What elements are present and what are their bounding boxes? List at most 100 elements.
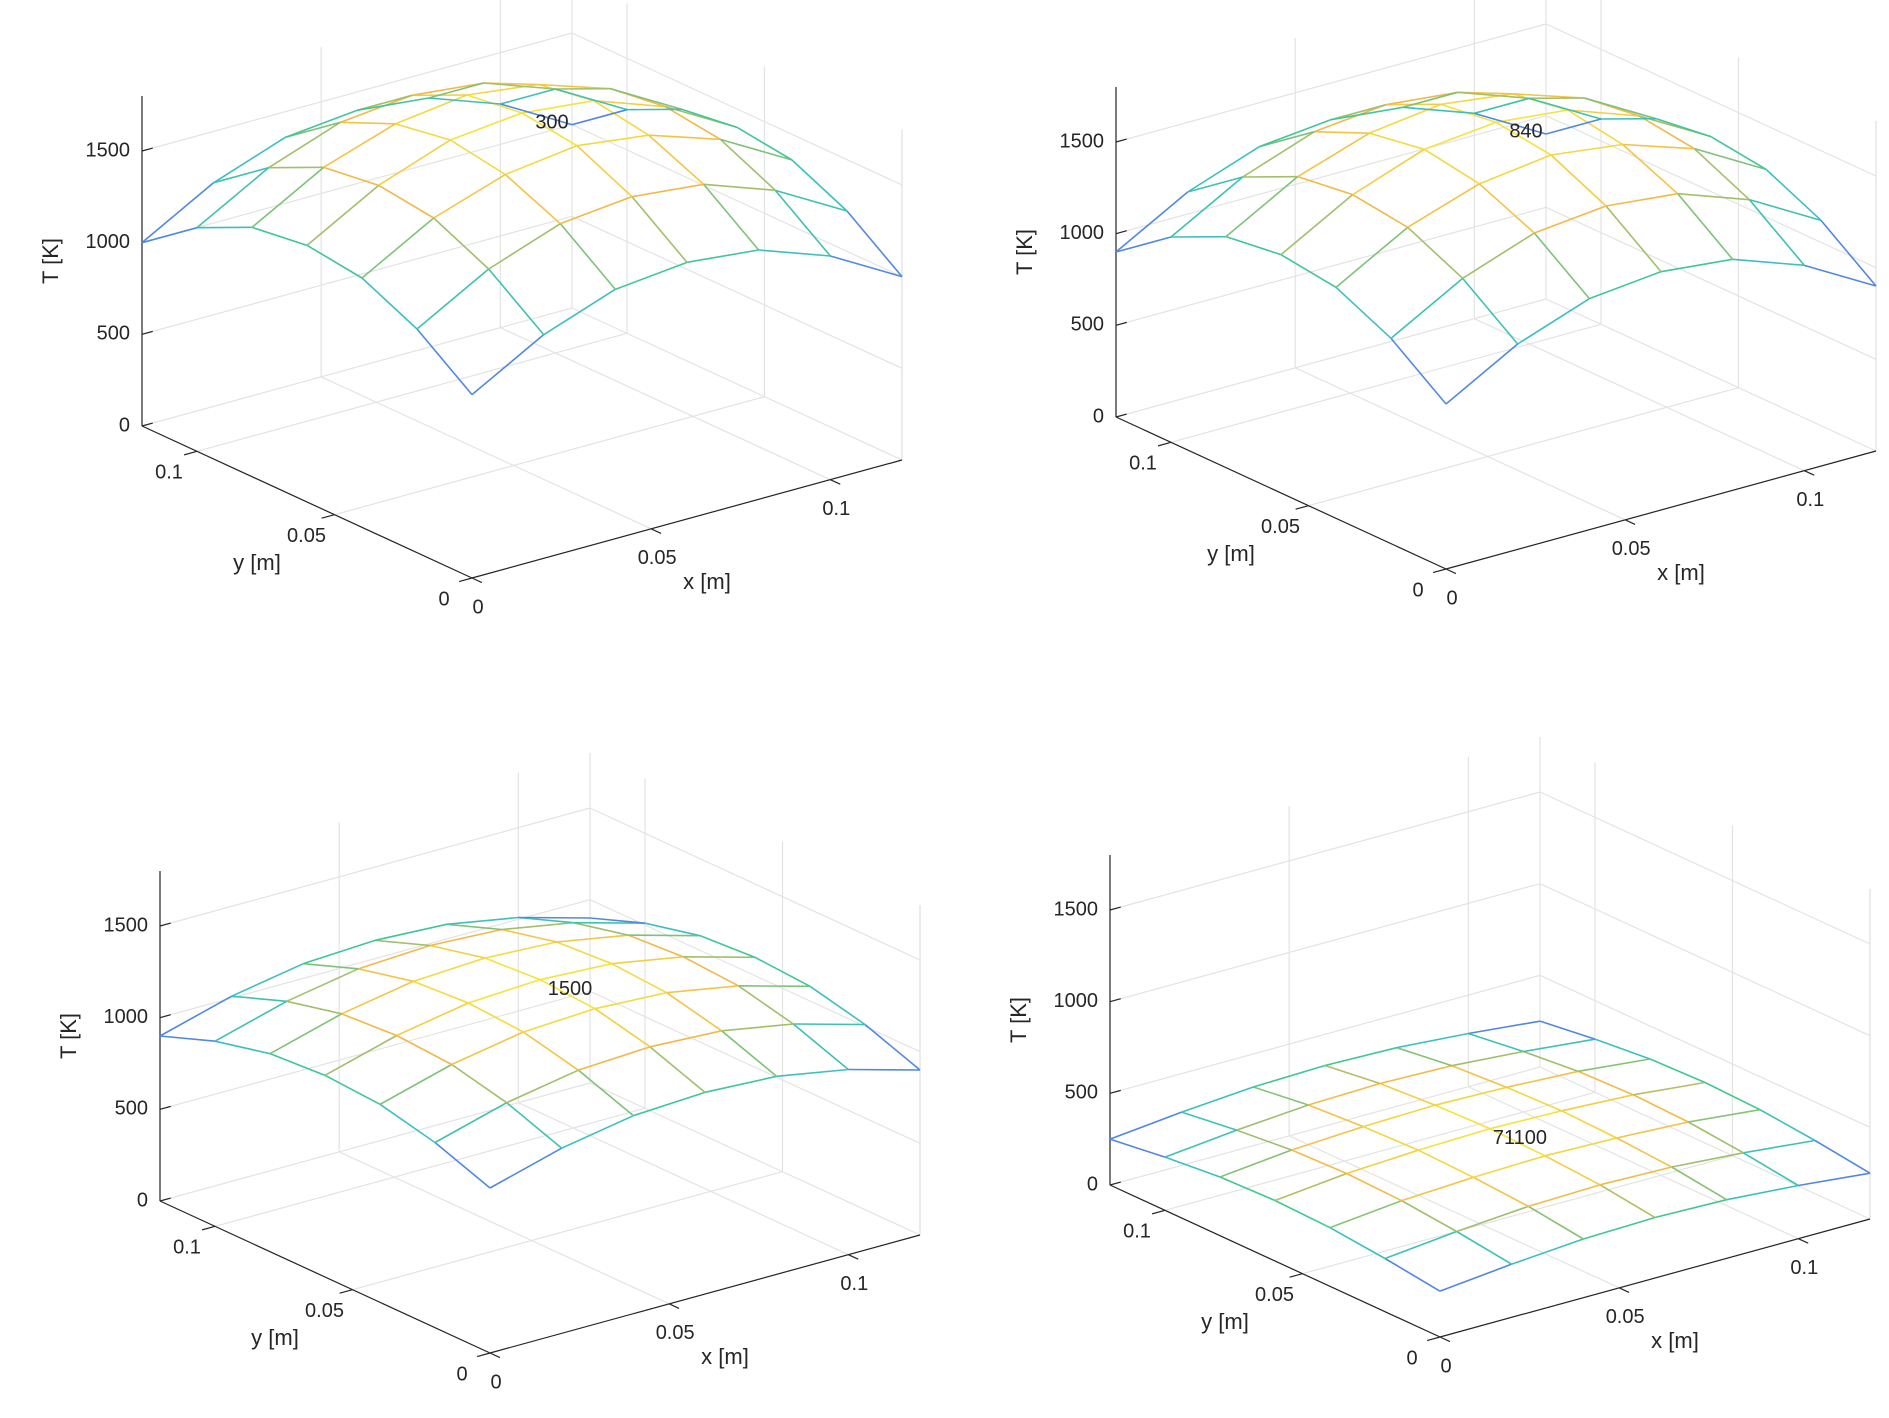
x-tick (1619, 1288, 1629, 1293)
grid-line (353, 1172, 783, 1290)
z-tick-label: 500 (1065, 1082, 1098, 1104)
x-tick-label: 0 (490, 1371, 501, 1393)
mesh-edge (738, 986, 793, 1024)
mesh-edge (502, 923, 574, 930)
z-tick-label: 0 (119, 414, 130, 436)
mesh-edge (1528, 1206, 1583, 1239)
y-tick-label: 0.05 (1255, 1284, 1294, 1306)
z-tick (142, 331, 153, 334)
z-tick (1110, 999, 1121, 1002)
mesh-edge (1110, 1139, 1165, 1157)
mesh-edge (489, 269, 544, 335)
z-tick (1116, 139, 1127, 142)
mesh-edge (683, 957, 738, 986)
mesh-edge (430, 930, 502, 946)
x-tick (1446, 569, 1456, 574)
z-tick (1110, 1182, 1121, 1185)
mesh-edge (848, 1070, 920, 1071)
grid-line (1295, 368, 1625, 520)
mesh-edge (1435, 1105, 1490, 1129)
mesh-edge (1385, 1259, 1440, 1292)
mesh-edge (1402, 1177, 1474, 1200)
mesh-edge (1298, 177, 1353, 195)
mesh-edge (777, 1070, 849, 1077)
x-tick (1798, 1239, 1808, 1244)
y-tick-label: 0.1 (155, 462, 183, 484)
mesh-edge (1688, 1110, 1760, 1122)
mesh-edge (1540, 1021, 1595, 1039)
mesh-edge (375, 940, 430, 945)
grid-line (1540, 792, 1870, 944)
y-tick-label: 0.1 (173, 1237, 201, 1259)
mesh-edge (1308, 1084, 1380, 1106)
mesh-edge (214, 137, 286, 182)
mesh-edge (413, 958, 485, 981)
mesh-edge (1463, 278, 1518, 344)
x-tick (1440, 1337, 1450, 1342)
mesh-edge (523, 1009, 595, 1032)
x-tick-label: 0.05 (1612, 538, 1651, 560)
mesh-edge (1468, 1034, 1523, 1052)
mesh-edge (1583, 1218, 1655, 1240)
mesh-edge (1259, 132, 1314, 147)
mesh-edge (667, 986, 739, 993)
x-tick (669, 1304, 679, 1309)
mesh-edge (1678, 194, 1733, 260)
x-tick (651, 529, 661, 534)
mesh-edge (447, 924, 502, 929)
z-tick-label: 1000 (86, 231, 131, 253)
y-tick-label: 0 (438, 588, 449, 610)
mesh-edge (1353, 195, 1408, 228)
mesh-edge (232, 996, 287, 1001)
mesh-edge (1473, 1156, 1545, 1178)
mesh-edge (1633, 1083, 1705, 1095)
mesh-edge (362, 278, 417, 329)
x-tick-label: 0.05 (1606, 1306, 1645, 1328)
mesh-edge (1617, 1138, 1672, 1167)
grid-line (1116, 116, 1546, 234)
mesh-edge (1110, 1112, 1182, 1139)
mesh-edge (1314, 132, 1369, 134)
mesh-edge (612, 964, 667, 993)
mesh-edge (1545, 1138, 1617, 1156)
mesh-edge (285, 122, 340, 137)
mesh-edge (472, 335, 544, 395)
mesh-edge (665, 107, 720, 140)
mesh-edge (1397, 1048, 1452, 1066)
mesh-edge (417, 329, 472, 395)
mesh-edge (342, 1014, 397, 1036)
grid-line (590, 991, 920, 1143)
mesh-edge (705, 1076, 777, 1092)
mesh-edge (1595, 1039, 1650, 1059)
y-tick (1152, 1210, 1165, 1214)
z-tick (1116, 322, 1127, 325)
mesh-edge (1452, 1052, 1524, 1066)
x-tick-label: 0 (472, 596, 483, 618)
mesh-edge (1650, 1059, 1705, 1083)
mesh-edge (1562, 1095, 1634, 1111)
mesh-edge (1380, 1084, 1435, 1106)
mesh-edge (1220, 1177, 1275, 1201)
x-tick-label: 0.05 (656, 1322, 695, 1344)
mesh-edge (573, 923, 628, 936)
grid-line (1116, 24, 1546, 142)
mesh-edge (1292, 1127, 1364, 1150)
mesh-edge (722, 1031, 777, 1077)
mesh-edge (1479, 155, 1551, 184)
mesh-edge (325, 1075, 380, 1104)
z-tick-label: 0 (1087, 1173, 1098, 1195)
mesh-edge (1568, 110, 1623, 145)
grid-line (1116, 299, 1546, 417)
grid-line (160, 1083, 590, 1201)
x-axis-label: x [m] (683, 569, 731, 594)
mesh-edge (417, 269, 489, 329)
mesh-edge (1468, 1021, 1540, 1033)
y-axis (160, 1201, 490, 1353)
mesh-edge (1655, 1200, 1727, 1218)
mesh-edge (269, 122, 341, 167)
mesh-edge (324, 167, 379, 185)
mesh-edge (704, 184, 759, 250)
x-axis-label: x [m] (1657, 560, 1705, 585)
mesh-edge (830, 256, 902, 277)
